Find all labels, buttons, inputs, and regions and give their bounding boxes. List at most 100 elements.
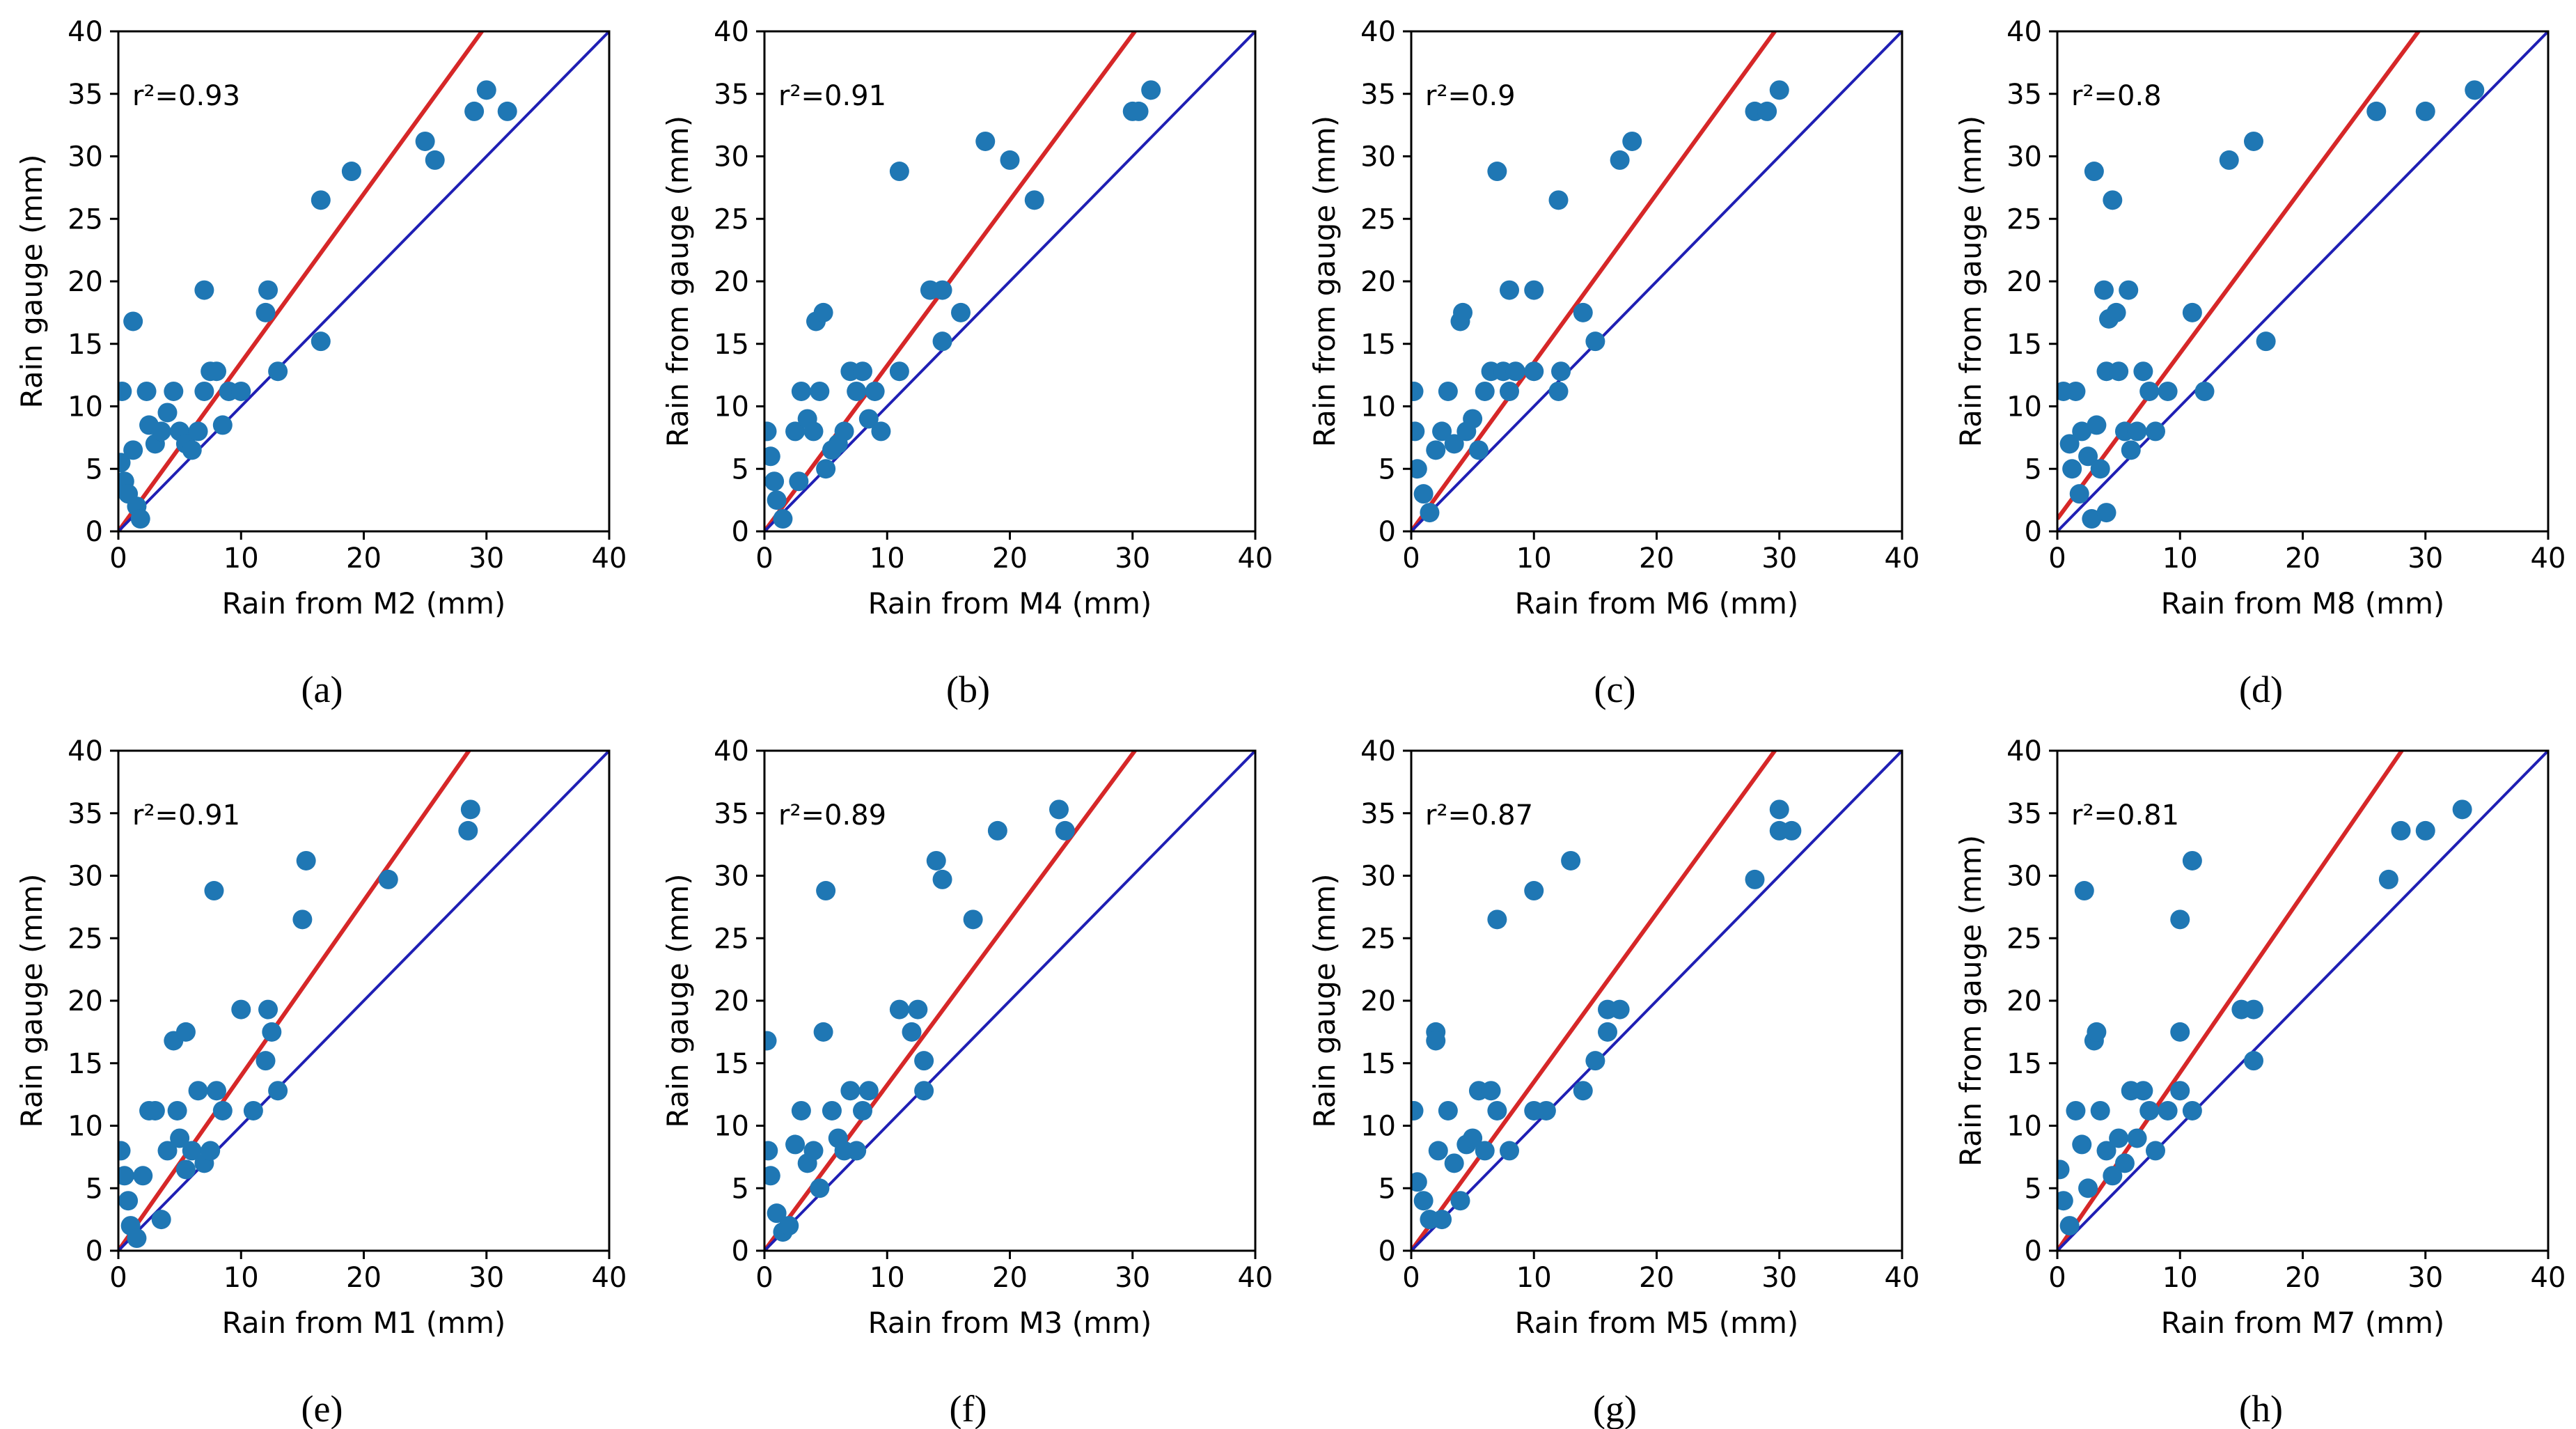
data-point — [1585, 331, 1605, 352]
data-point — [194, 280, 214, 300]
x-tick-label: 20 — [346, 542, 382, 575]
data-point — [2069, 484, 2089, 504]
data-point — [130, 509, 150, 529]
scatter-panel-8: 0 10 20 30 40 0 5 10 15 20 25 30 35 40 Rain from M7 (m… — [1954, 735, 2566, 1429]
x-tick-label: 20 — [2285, 1262, 2320, 1294]
y-tick-label: 40 — [2006, 735, 2042, 767]
data-point — [1049, 799, 1069, 820]
data-point — [1598, 1022, 1617, 1042]
r2-annotation: r²=0.9 — [1425, 80, 1516, 112]
data-point — [1413, 1191, 1434, 1211]
data-point — [201, 1141, 221, 1161]
y-tick-label: 10 — [714, 391, 749, 423]
data-point — [813, 302, 833, 322]
data-point — [1432, 1210, 1452, 1230]
y-tick-label: 5 — [86, 1173, 103, 1205]
data-point — [1411, 459, 1427, 479]
data-point — [2109, 1128, 2129, 1148]
data-point — [123, 440, 143, 460]
x-tick-label: 40 — [1238, 542, 1273, 575]
panel-caption: (h) — [2239, 1388, 2283, 1429]
data-point — [2106, 302, 2126, 322]
data-point — [2103, 1166, 2123, 1186]
data-point — [767, 1203, 787, 1224]
y-tick-label: 25 — [1360, 923, 1396, 955]
data-point — [1610, 150, 1630, 170]
x-tick-label: 20 — [346, 1262, 382, 1294]
data-point — [764, 1166, 780, 1186]
y-tick-label: 15 — [2006, 329, 2042, 361]
x-tick-label: 10 — [2162, 1262, 2198, 1294]
data-point — [292, 909, 313, 930]
data-point — [2146, 1141, 2165, 1161]
y-tick-label: 0 — [1379, 516, 1396, 548]
y-tick-label: 0 — [732, 1235, 749, 1267]
data-point — [2182, 302, 2202, 322]
data-point — [243, 1100, 263, 1120]
data-point — [2119, 280, 2139, 300]
data-point — [2074, 881, 2094, 901]
scatter-panel-7: 0 10 20 30 40 0 5 10 15 20 25 30 35 40 Rain from M5 (m… — [1307, 735, 1919, 1429]
x-tick-label: 0 — [109, 1262, 127, 1294]
data-point — [789, 471, 809, 492]
plot-area — [2057, 751, 2548, 1251]
data-point — [932, 869, 952, 889]
data-point — [1536, 1100, 1556, 1120]
data-point — [764, 1031, 777, 1051]
data-point — [853, 361, 872, 382]
y-tick-label: 20 — [2006, 985, 2042, 1017]
data-point — [773, 509, 793, 529]
data-point — [803, 421, 824, 442]
data-point — [1573, 302, 1593, 322]
data-point — [311, 331, 331, 352]
data-point — [212, 415, 233, 435]
data-point — [865, 381, 885, 401]
data-point — [987, 820, 1007, 841]
data-point — [164, 381, 184, 401]
data-point — [764, 446, 780, 467]
y-tick-label: 35 — [2006, 79, 2042, 111]
data-point — [167, 1100, 187, 1120]
data-point — [2158, 381, 2178, 401]
data-point — [1428, 1141, 1448, 1161]
x-axis-label: Rain from M3 (mm) — [868, 1306, 1152, 1340]
data-point — [425, 150, 445, 170]
data-point — [2103, 190, 2123, 210]
data-point — [2391, 820, 2411, 841]
data-point — [182, 1141, 202, 1161]
y-tick-label: 10 — [68, 1111, 103, 1143]
y-axis-label: Rain from gauge (mm) — [1954, 835, 1988, 1166]
y-tick-label: 10 — [1360, 1111, 1396, 1143]
data-point — [1487, 1100, 1507, 1120]
data-point — [2244, 131, 2263, 151]
x-axis-label: Rain from M7 (mm) — [2161, 1306, 2445, 1340]
data-point — [464, 101, 485, 121]
data-point — [1129, 101, 1149, 121]
y-tick-label: 5 — [86, 453, 103, 485]
data-point — [2084, 162, 2104, 182]
y-axis-label: Rain from gauge (mm) — [1307, 116, 1342, 447]
x-axis-label: Rain from M4 (mm) — [868, 586, 1152, 620]
panel-caption: (f) — [950, 1388, 987, 1429]
data-point — [2109, 361, 2129, 382]
data-point — [188, 1081, 208, 1101]
data-point — [2087, 415, 2107, 435]
data-point — [847, 1141, 867, 1161]
x-tick-label: 10 — [223, 542, 259, 575]
data-point — [871, 421, 891, 442]
data-point — [2256, 331, 2276, 352]
data-point — [914, 1051, 934, 1071]
data-point — [1453, 302, 1473, 322]
data-point — [458, 820, 478, 841]
y-axis-label: Rain gauge (mm) — [15, 154, 49, 408]
x-axis-label: Rain from M5 (mm) — [1515, 1306, 1799, 1340]
y-tick-label: 25 — [714, 203, 749, 235]
data-point — [2244, 999, 2263, 1020]
x-tick-label: 10 — [223, 1262, 259, 1294]
y-tick-label: 5 — [732, 1173, 749, 1205]
data-point — [2170, 1022, 2190, 1042]
data-point — [2057, 1191, 2073, 1211]
y-tick-label: 20 — [1360, 985, 1396, 1017]
x-tick-label: 20 — [1639, 1262, 1674, 1294]
y-tick-label: 40 — [1360, 735, 1396, 767]
